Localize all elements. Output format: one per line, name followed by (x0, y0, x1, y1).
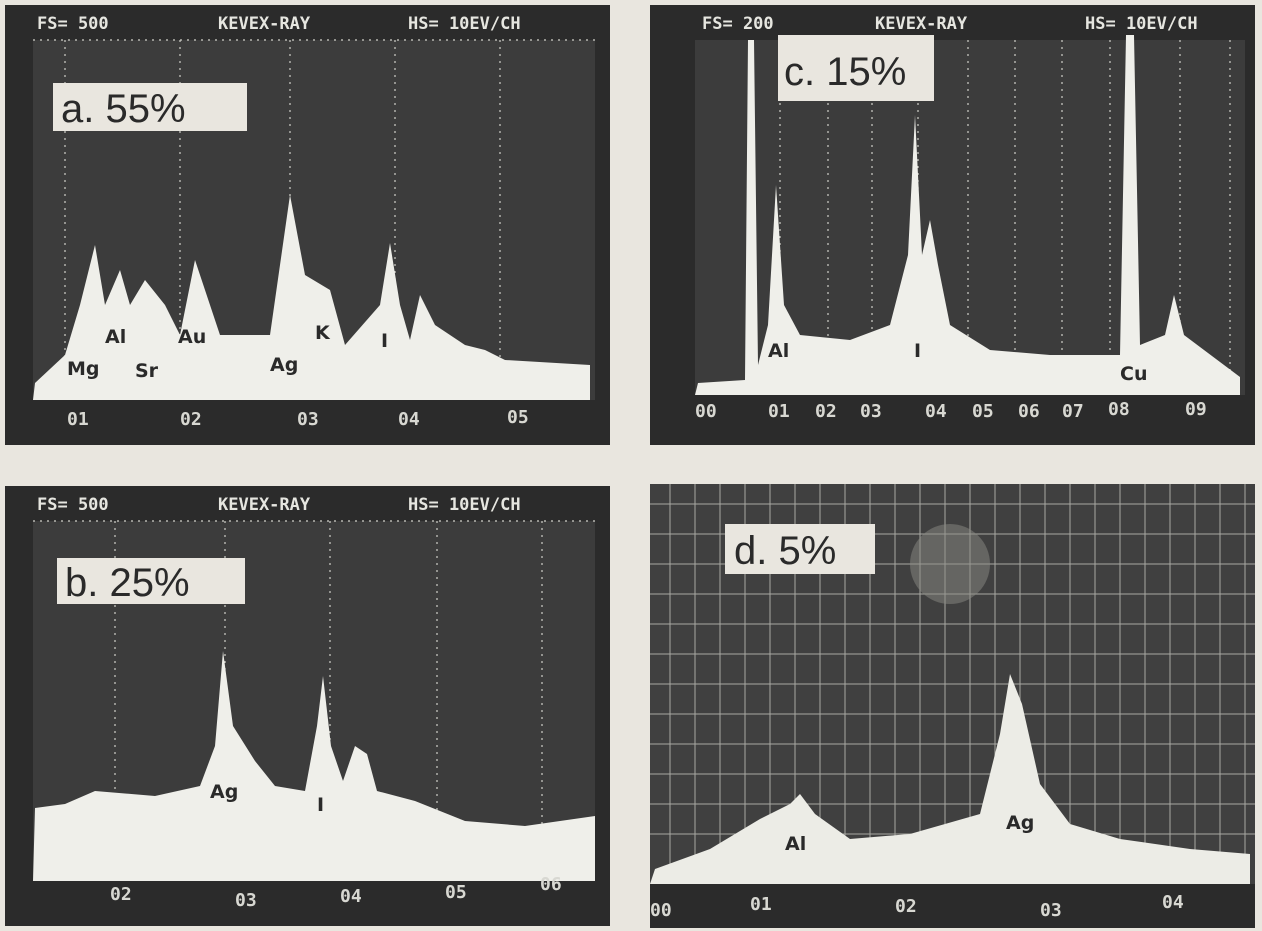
peak-label: I (381, 330, 388, 352)
header-hs: HS= 10EV/CH (408, 495, 521, 515)
header-fs: FS= 500 (37, 14, 109, 34)
axis-label: 05 (507, 407, 529, 428)
peak-label: Ag (270, 354, 298, 376)
peak-label: I (317, 794, 324, 816)
spectrum-screen: FS= 200 KEVEX-RAY HS= 10EV/CH c. 15% Al … (650, 5, 1255, 445)
page: FS= 500 KEVEX-RAY HS= 10EV/CH a. 55% Mg … (0, 0, 1262, 931)
axis-label: 02 (110, 884, 132, 905)
axis-label: 03 (860, 401, 882, 422)
spectrum-screen: FS= 500 KEVEX-RAY HS= 10EV/CH b. 25% Ag … (5, 486, 610, 926)
peak-label: Al (768, 340, 789, 362)
axis-label: 02 (815, 401, 837, 422)
panel-label: d. 5% (734, 529, 836, 573)
axis-label: 04 (1162, 892, 1184, 913)
header-title: KEVEX-RAY (875, 14, 968, 34)
axis-label: 08 (1108, 399, 1130, 420)
spectrum-screen: d. 5% Al Ag 00 01 02 03 04 (650, 484, 1255, 928)
axis-label: 06 (540, 874, 562, 895)
header-title: KEVEX-RAY (218, 495, 311, 515)
axis-label: 01 (768, 401, 790, 422)
spectrum-screen: FS= 500 KEVEX-RAY HS= 10EV/CH a. 55% Mg … (5, 5, 610, 445)
peak-label: Ag (1006, 812, 1034, 834)
panel-a: FS= 500 KEVEX-RAY HS= 10EV/CH a. 55% Mg … (5, 5, 610, 445)
axis-label: 02 (180, 409, 202, 430)
axis-label: 07 (1062, 401, 1084, 422)
peak-label: Mg (67, 358, 100, 380)
panel-label: b. 25% (65, 561, 190, 605)
peak-label: Al (105, 326, 126, 348)
peak-label: Ag (210, 781, 238, 803)
axis-label: 04 (340, 886, 362, 907)
axis-label: 01 (67, 409, 89, 430)
panel-label: c. 15% (784, 50, 906, 94)
axis-label: 00 (650, 900, 672, 921)
panel-b: FS= 500 KEVEX-RAY HS= 10EV/CH b. 25% Ag … (5, 486, 610, 926)
axis-label: 03 (1040, 900, 1062, 921)
axis-label: 00 (695, 401, 717, 422)
peak-label: Sr (135, 360, 159, 382)
panel-c: FS= 200 KEVEX-RAY HS= 10EV/CH c. 15% Al … (650, 5, 1255, 445)
peak-label: Al (785, 833, 806, 855)
axis-label: 05 (972, 401, 994, 422)
header-hs: HS= 10EV/CH (408, 14, 521, 34)
header-fs: FS= 500 (37, 495, 109, 515)
axis-label: 03 (297, 409, 319, 430)
header-hs: HS= 10EV/CH (1085, 14, 1198, 34)
axis-label: 04 (398, 409, 420, 430)
axis-label: 04 (925, 401, 947, 422)
header-fs: FS= 200 (702, 14, 774, 34)
peak-label: Cu (1120, 363, 1147, 385)
axis-label: 06 (1018, 401, 1040, 422)
peak-label: Au (178, 326, 206, 348)
axis-label: 09 (1185, 399, 1207, 420)
peak-label: I (914, 340, 921, 362)
axis-label: 02 (895, 896, 917, 917)
panel-d: d. 5% Al Ag 00 01 02 03 04 (650, 484, 1255, 928)
panel-label: a. 55% (61, 87, 186, 131)
axis-label: 03 (235, 890, 257, 911)
axis-label: 01 (750, 894, 772, 915)
axis-label: 05 (445, 882, 467, 903)
header-title: KEVEX-RAY (218, 14, 311, 34)
peak-label: K (315, 322, 331, 344)
